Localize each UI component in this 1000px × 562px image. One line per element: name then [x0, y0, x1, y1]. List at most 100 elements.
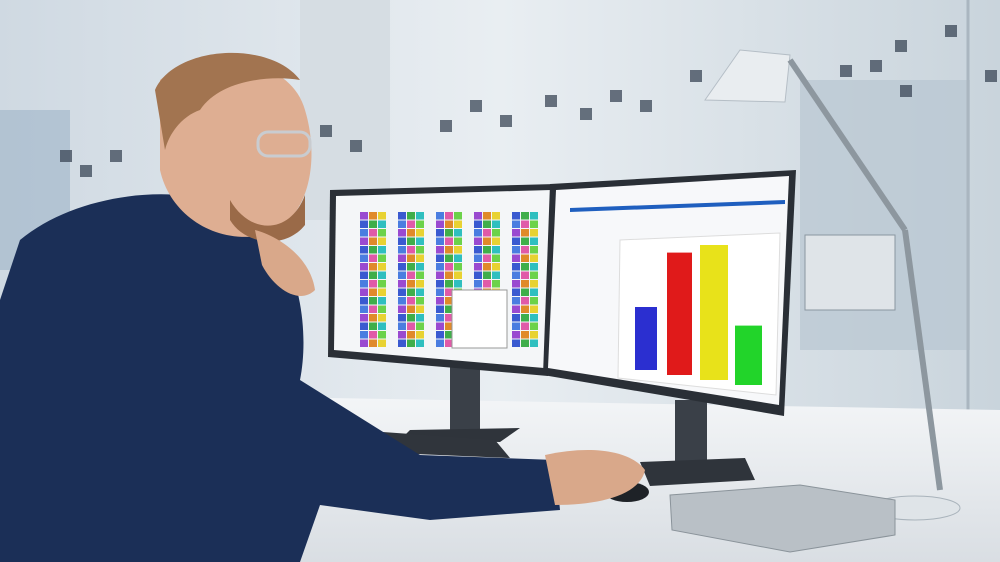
right-screen-title-bar: [570, 200, 785, 212]
heatmap-cell: [436, 305, 444, 313]
decor-square: [500, 115, 512, 127]
screen-bar: [735, 325, 762, 385]
hand-on-chin: [255, 230, 315, 296]
heatmap-cell: [474, 237, 482, 245]
heatmap-cell: [407, 331, 415, 339]
heatmap-cell: [398, 331, 406, 339]
decor-square: [840, 65, 852, 77]
heatmap-cell: [369, 271, 377, 279]
heatmap-cell: [369, 305, 377, 313]
heatmap-cell: [445, 246, 453, 254]
heatmap-cell: [530, 263, 538, 271]
heatmap-cell: [521, 280, 529, 288]
heatmap-cell: [436, 288, 444, 296]
heatmap-cell: [530, 220, 538, 228]
decor-square: [985, 70, 997, 82]
heatmap-cell: [360, 339, 368, 347]
decor-square: [895, 40, 907, 52]
heatmap-cell: [378, 322, 386, 330]
heatmap-cell: [445, 288, 453, 296]
heatmap-cell: [445, 229, 453, 237]
heatmap-cell: [369, 280, 377, 288]
navy-sweater: [0, 194, 560, 562]
heatmap-cell: [416, 237, 424, 245]
decor-square: [110, 150, 122, 162]
heatmap-cell: [436, 263, 444, 271]
heatmap-cell: [378, 271, 386, 279]
heatmap-cell: [530, 322, 538, 330]
heatmap-cell: [530, 331, 538, 339]
heatmap-cell: [445, 314, 453, 322]
heatmap-cell: [512, 237, 520, 245]
heatmap-cell: [378, 229, 386, 237]
decor-square: [60, 150, 72, 162]
heatmap-cell: [416, 280, 424, 288]
heatmap-cell: [530, 314, 538, 322]
heatmap-cell: [512, 339, 520, 347]
heatmap-cell: [360, 212, 368, 220]
decor-square: [80, 165, 92, 177]
heatmap-cell: [407, 237, 415, 245]
heatmap-cell: [474, 220, 482, 228]
heatmap-cell: [521, 263, 529, 271]
right-monitor-base: [640, 458, 755, 486]
heatmap-cell: [521, 314, 529, 322]
heatmap-cell: [369, 263, 377, 271]
heatmap-cell: [398, 246, 406, 254]
heatmap-cell: [416, 263, 424, 271]
heatmap-cell: [407, 305, 415, 313]
heatmap-cell: [378, 331, 386, 339]
heatmap-cell: [483, 280, 491, 288]
heatmap-cell: [360, 254, 368, 262]
heatmap-cell: [454, 254, 462, 262]
heatmap-cell: [474, 254, 482, 262]
heatmap-cell: [398, 212, 406, 220]
heatmap-cell: [436, 237, 444, 245]
heatmap-cell: [407, 288, 415, 296]
heatmap-cell: [445, 331, 453, 339]
heatmap-cell: [416, 297, 424, 305]
decor-square: [870, 60, 882, 72]
heatmap-cell: [445, 212, 453, 220]
heatmap-cell: [360, 331, 368, 339]
heatmap-cell: [369, 288, 377, 296]
heatmap-cell: [378, 246, 386, 254]
heatmap-cell: [512, 331, 520, 339]
heatmap-cell: [445, 280, 453, 288]
heatmap-cell: [416, 322, 424, 330]
heatmap-cell: [530, 254, 538, 262]
heatmap-cell: [512, 271, 520, 279]
heatmap-cell: [474, 263, 482, 271]
heatmap-cell: [445, 263, 453, 271]
heatmap-cell: [369, 314, 377, 322]
heatmap-cell: [521, 229, 529, 237]
heatmap-cell: [369, 229, 377, 237]
heatmap-cell: [416, 331, 424, 339]
heatmap-cell: [454, 280, 462, 288]
heatmap-cell: [436, 314, 444, 322]
heatmap-cell: [378, 254, 386, 262]
hand-on-mouse: [545, 450, 645, 505]
heatmap-cell: [398, 305, 406, 313]
heatmap-cell: [445, 271, 453, 279]
heatmap-cell: [483, 237, 491, 245]
heatmap-cell: [512, 263, 520, 271]
heatmap-cell: [416, 220, 424, 228]
heatmap-cell: [398, 263, 406, 271]
heatmap-cell: [521, 288, 529, 296]
metal-workpiece: [669, 484, 896, 553]
heatmap-cell: [398, 314, 406, 322]
heatmap-cell: [454, 212, 462, 220]
heatmap-cell: [360, 220, 368, 228]
heatmap-cell: [407, 220, 415, 228]
heatmap-cell: [407, 229, 415, 237]
heatmap-cell: [483, 246, 491, 254]
heatmap-cell: [378, 220, 386, 228]
heatmap-cell: [492, 280, 500, 288]
heatmap-cell: [492, 246, 500, 254]
heatmap-cell: [521, 339, 529, 347]
heatmap-cell: [416, 305, 424, 313]
heatmap-cell: [398, 297, 406, 305]
heatmap-cell: [474, 246, 482, 254]
